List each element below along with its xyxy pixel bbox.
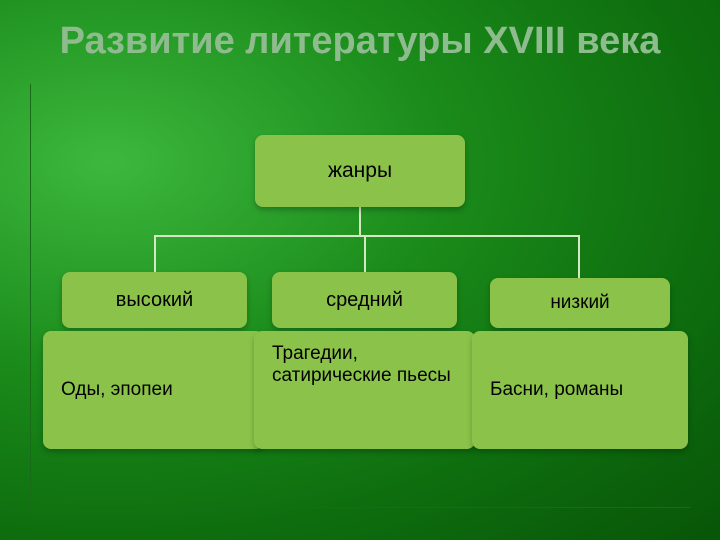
conn-to-child-2 [364, 235, 366, 272]
conn-horizontal [154, 235, 580, 237]
conn-to-child-1 [154, 235, 156, 272]
node-child-1: высокий [62, 272, 247, 328]
node-root: жанры [255, 135, 465, 207]
node-child-3-label: низкий [550, 292, 609, 314]
node-leaf-3: Басни, романы [472, 331, 688, 449]
conn-root-down [359, 207, 361, 235]
node-root-label: жанры [328, 159, 392, 183]
node-leaf-2-label: Трагедии, сатирические пьесы [272, 343, 457, 387]
chart-area: жанры высокий Оды, эпопеи средний Трагед… [0, 135, 720, 540]
node-leaf-2: Трагедии, сатирические пьесы [254, 331, 475, 449]
node-leaf-3-label: Басни, романы [490, 379, 623, 401]
node-child-3: низкий [490, 278, 670, 328]
node-leaf-1: Оды, эпопеи [43, 331, 264, 449]
node-child-2-label: средний [326, 289, 403, 312]
conn-to-child-3 [578, 235, 580, 278]
title-text: Развитие литературы XVIII века [60, 20, 661, 62]
node-child-1-label: высокий [116, 289, 193, 312]
node-leaf-1-label: Оды, эпопеи [61, 379, 173, 401]
slide-title: Развитие литературы XVIII века [0, 0, 720, 64]
node-child-2: средний [272, 272, 457, 328]
